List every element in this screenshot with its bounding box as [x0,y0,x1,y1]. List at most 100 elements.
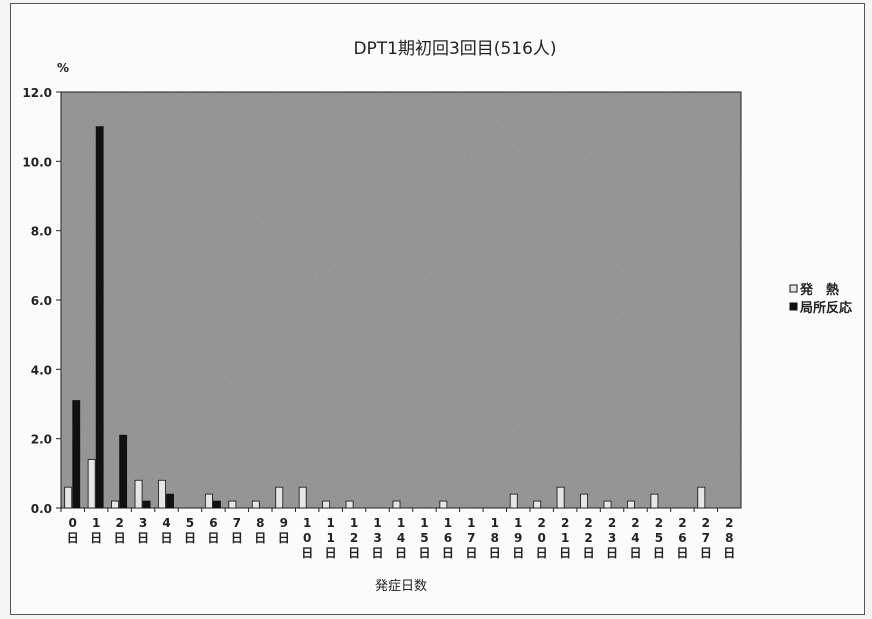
bar-fever [509,493,518,509]
x-tick-label: 日 [301,546,313,560]
bar-fever [533,500,542,509]
y-axis-label: % [57,61,69,75]
x-tick-label: 0 [69,516,77,530]
x-tick-label: 1 [326,516,334,530]
x-tick-label: 日 [489,546,501,560]
x-tick-label: 5 [655,531,663,545]
x-tick-label: 日 [67,531,79,545]
bar-fever [697,486,706,509]
x-tick-label: 2 [350,531,358,545]
x-tick-label: 8 [256,516,264,530]
x-tick-label: 日 [348,546,360,560]
x-tick-label: 日 [512,546,524,560]
x-tick-label: 日 [723,546,735,560]
x-tick-label: 3 [373,531,381,545]
x-tick-label: 4 [631,531,639,545]
bar-local-reaction [72,400,81,509]
y-tick-label: 12.0 [22,86,52,100]
x-tick-label: 2 [584,531,592,545]
x-tick-label: 日 [90,531,102,545]
bar-local-reaction [119,434,128,509]
x-tick-label: 2 [655,516,663,530]
bar-fever [204,493,213,509]
y-tick-label: 0.0 [31,502,52,516]
legend-label-local-reaction: 局所反応 [800,300,852,316]
x-tick-label: 1 [326,531,334,545]
bar-fever [275,486,284,509]
x-axis-label: 発症日数 [375,579,427,594]
x-tick-label: 1 [467,516,475,530]
chart-title: DPT1期初回3回目(516人) [353,39,556,59]
y-tick-label: 4.0 [31,363,52,377]
x-tick-label: 5 [420,531,428,545]
x-tick-label: 0 [538,531,546,545]
x-tick-label: 日 [161,531,173,545]
x-tick-label: 1 [444,516,452,530]
x-tick-label: 2 [631,516,639,530]
x-tick-label: 9 [514,531,522,545]
bar-local-reaction [142,500,151,509]
bar-fever [580,493,588,509]
y-tick-label: 6.0 [31,294,52,308]
x-tick-label: 4 [397,531,405,545]
bar-local-reaction [166,493,174,509]
bar-fever [64,486,73,509]
x-tick-label: 2 [702,516,710,530]
legend-swatch [789,302,798,311]
x-tick-label: 日 [372,546,384,560]
x-tick-label: 日 [606,546,618,560]
x-tick-label: 1 [420,516,428,530]
x-tick-label: 2 [608,516,616,530]
y-tick-label: 8.0 [31,225,52,239]
bar-fever [439,500,448,509]
x-tick-label: 6 [444,531,452,545]
x-tick-label: 2 [115,516,123,530]
plot-area-texture [61,92,741,508]
x-tick-label: 7 [702,531,710,545]
x-tick-label: 日 [418,546,430,560]
x-tick-label: 2 [538,516,546,530]
x-tick-label: 2 [725,516,733,530]
x-tick-label: 日 [395,546,407,560]
y-tick-label: 10.0 [22,155,52,169]
x-tick-label: 日 [231,531,243,545]
x-tick-label: 日 [325,546,337,560]
x-tick-label: 日 [629,546,641,560]
x-tick-label: 1 [373,516,381,530]
x-tick-label: 2 [561,516,569,530]
x-tick-label: 日 [114,531,126,545]
bar-fever [556,486,565,509]
legend-swatch [789,284,798,293]
bar-fever [134,479,143,509]
bar-fever [603,500,612,509]
x-tick-label: 日 [559,546,571,560]
bar-fever [627,500,635,509]
x-tick-label: 6 [678,531,686,545]
bar-local-reaction [213,500,221,509]
bar-fever [345,500,354,509]
bar-fever [158,479,166,509]
x-tick-label: 8 [491,531,499,545]
x-tick-label: 3 [608,531,616,545]
x-tick-label: 1 [561,531,569,545]
bar-fever [322,500,331,509]
x-tick-label: 日 [700,546,712,560]
bar-fever [87,459,96,509]
x-tick-label: 1 [303,516,311,530]
bar-local-reaction [95,126,104,509]
x-tick-label: 日 [278,531,290,545]
x-tick-label: 6 [209,516,217,530]
x-tick-label: 日 [465,546,477,560]
bar-fever [298,486,307,509]
x-tick-label: 4 [162,516,170,530]
bar-fever [228,500,237,509]
x-tick-label: 日 [583,546,595,560]
x-tick-label: 3 [139,516,147,530]
x-tick-label: 日 [184,531,196,545]
x-tick-label: 日 [254,531,266,545]
x-tick-label: 7 [233,516,241,530]
x-tick-label: 5 [186,516,194,530]
bar-fever [251,500,260,509]
x-tick-label: 日 [676,546,688,560]
